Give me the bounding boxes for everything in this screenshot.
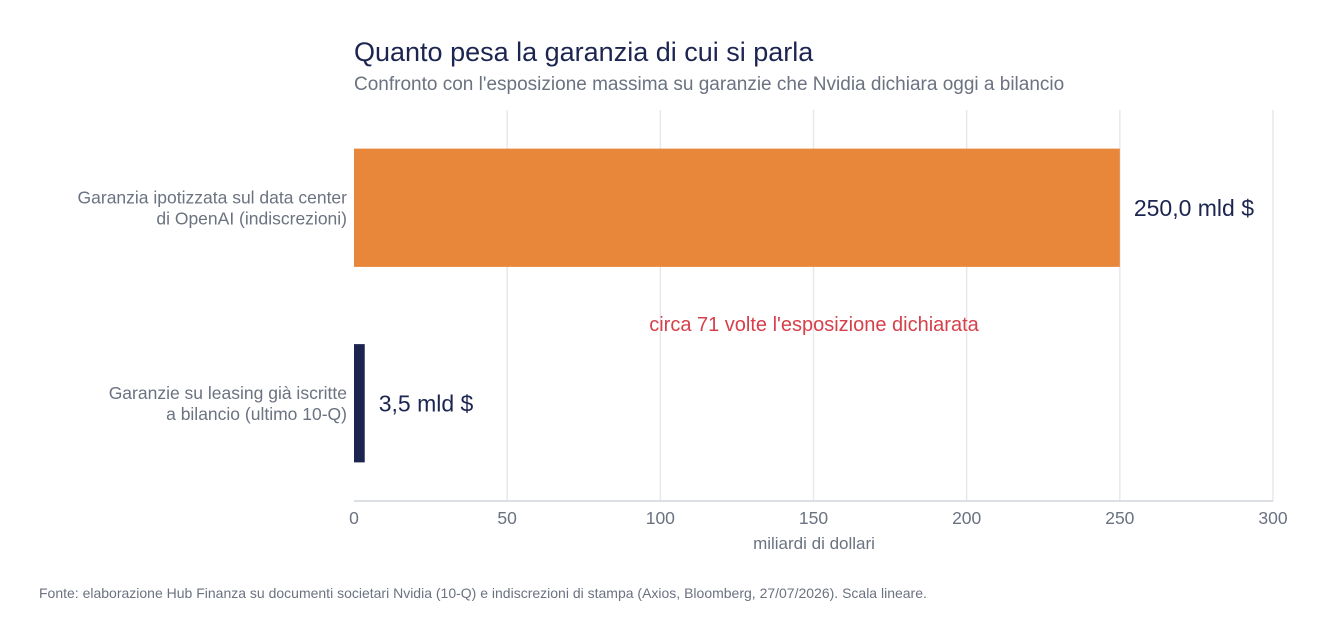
- value-labels: 250,0 mld $ 3,5 mld $: [379, 195, 1255, 417]
- x-tick-label: 50: [497, 508, 517, 528]
- chart-title: Quanto pesa la garanzia di cui si parla: [354, 37, 814, 67]
- chart-subtitle: Confronto con l'esposizione massima su g…: [354, 74, 1064, 95]
- bar-1: [354, 148, 1120, 267]
- value-label-2: 3,5 mld $: [379, 390, 474, 416]
- category-label: Garanzie su leasing già iscritte: [109, 383, 347, 403]
- x-tick-label: 250: [1105, 508, 1134, 528]
- x-axis-title: miliardi di dollari: [753, 534, 875, 553]
- x-tick-label: 100: [646, 508, 675, 528]
- category-label: a bilancio (ultimo 10-Q): [166, 404, 347, 424]
- x-tick-label: 150: [799, 508, 828, 528]
- x-tick-label: 200: [952, 508, 981, 528]
- source-note: Fonte: elaborazione Hub Finanza su docum…: [39, 585, 927, 601]
- bar-2: [354, 344, 365, 463]
- category-label: Garanzia ipotizzata sul data center: [78, 187, 348, 207]
- value-label-1: 250,0 mld $: [1134, 195, 1254, 221]
- x-tick-label: 0: [349, 508, 359, 528]
- x-tick-label: 300: [1258, 508, 1287, 528]
- category-label: di OpenAI (indiscrezioni): [156, 208, 347, 228]
- bars: [354, 148, 1120, 463]
- annotation-text: circa 71 volte l'esposizione dichiarata: [649, 314, 979, 336]
- x-axis-ticks: 0 50 100 150 200 250 300: [349, 508, 1288, 528]
